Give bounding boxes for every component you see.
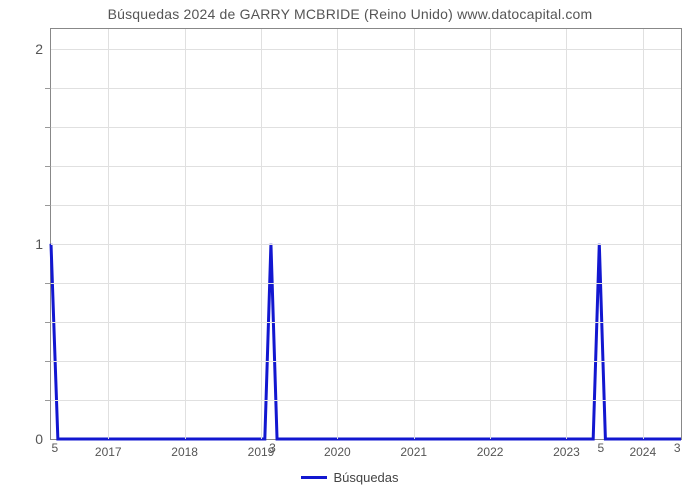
legend-label: Búsquedas: [333, 470, 398, 485]
x-axis-label: 2020: [324, 439, 351, 459]
data-point-label: 3: [269, 439, 276, 455]
x-axis-label: 2023: [553, 439, 580, 459]
chart-plot-area: 201720182019202020212022202320240125353: [50, 28, 682, 440]
gridline-vertical: [108, 29, 109, 439]
y-axis-label: 2: [35, 41, 51, 57]
gridline-horizontal-minor: [51, 88, 681, 89]
gridline-horizontal-minor: [51, 205, 681, 206]
chart-title: Búsquedas 2024 de GARRY MCBRIDE (Reino U…: [0, 6, 700, 22]
gridline-horizontal: [51, 49, 681, 50]
gridline-horizontal-minor: [51, 127, 681, 128]
gridline-horizontal-minor: [51, 361, 681, 362]
y-axis-label: 1: [35, 236, 51, 252]
x-axis-label: 2024: [629, 439, 656, 459]
gridline-vertical: [643, 29, 644, 439]
x-axis-label: 2021: [400, 439, 427, 459]
series-line: [51, 29, 681, 439]
y-axis-label: 0: [35, 431, 51, 447]
gridline-horizontal-minor: [51, 166, 681, 167]
x-axis-label: 2018: [171, 439, 198, 459]
legend-swatch: [301, 476, 327, 479]
gridline-horizontal-minor: [51, 400, 681, 401]
data-point-label: 5: [51, 439, 58, 455]
data-point-label: 5: [597, 439, 604, 455]
gridline-vertical: [337, 29, 338, 439]
gridline-horizontal-minor: [51, 322, 681, 323]
gridline-vertical: [414, 29, 415, 439]
x-axis-label: 2022: [477, 439, 504, 459]
chart-legend: Búsquedas: [0, 470, 700, 485]
gridline-vertical: [490, 29, 491, 439]
gridline-vertical: [566, 29, 567, 439]
gridline-vertical: [185, 29, 186, 439]
gridline-vertical: [261, 29, 262, 439]
gridline-horizontal: [51, 244, 681, 245]
x-axis-label: 2017: [95, 439, 122, 459]
gridline-horizontal-minor: [51, 283, 681, 284]
data-point-label: 3: [674, 439, 681, 455]
